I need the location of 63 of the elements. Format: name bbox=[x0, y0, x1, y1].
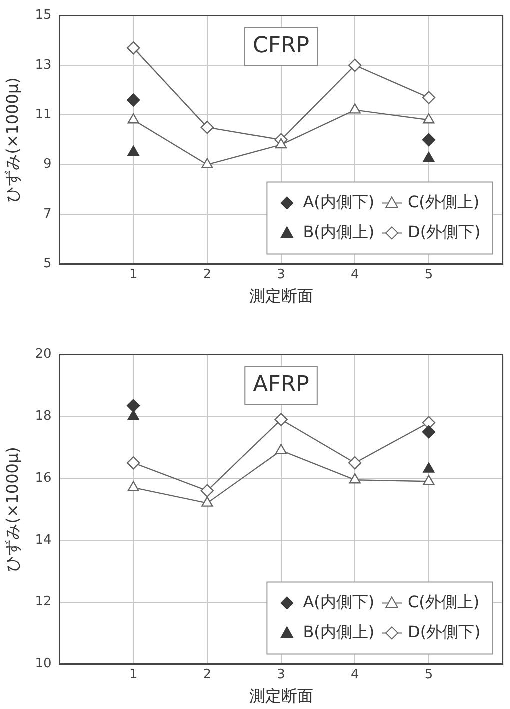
text: CFRP bbox=[252, 34, 310, 59]
point bbox=[128, 146, 140, 156]
x-tick-label: 5 bbox=[424, 267, 434, 282]
point bbox=[126, 41, 140, 55]
legend-label: D(外側下) bbox=[408, 622, 481, 642]
y-tick-label: 20 bbox=[35, 347, 52, 362]
point bbox=[275, 138, 288, 149]
point bbox=[126, 456, 140, 470]
point bbox=[202, 496, 214, 507]
y-tick-label: 12 bbox=[35, 594, 52, 610]
x-tick-label: 1 bbox=[129, 667, 138, 682]
legend-label: B(内側上) bbox=[303, 622, 375, 642]
legend-label: C(外側上) bbox=[408, 592, 480, 612]
point bbox=[275, 444, 288, 454]
y-tick-label: 9 bbox=[43, 157, 52, 172]
point bbox=[349, 104, 361, 114]
point bbox=[348, 58, 362, 72]
point bbox=[128, 410, 140, 420]
x-tick-label: 2 bbox=[203, 667, 212, 682]
y-tick-label: 13 bbox=[35, 58, 52, 73]
x-tick-label: 4 bbox=[350, 267, 360, 282]
point bbox=[423, 152, 435, 162]
point bbox=[423, 462, 435, 473]
x-tick-label: 2 bbox=[203, 267, 212, 282]
point bbox=[422, 416, 436, 430]
point bbox=[200, 120, 214, 134]
point bbox=[422, 133, 436, 147]
y-tick-label: 16 bbox=[35, 470, 52, 486]
point bbox=[200, 484, 214, 498]
point bbox=[274, 413, 288, 426]
point bbox=[423, 475, 435, 486]
x-axis-title: 測定断面 bbox=[249, 686, 314, 706]
x-tick-label: 3 bbox=[277, 267, 286, 282]
text: AFRP bbox=[253, 372, 310, 398]
y-tick-label: 11 bbox=[35, 108, 52, 123]
y-axis-title: ひずみ(×1000μ) bbox=[2, 78, 22, 202]
y-tick-label: 7 bbox=[43, 206, 52, 222]
legend-label: A(内側下) bbox=[303, 192, 375, 212]
point bbox=[422, 91, 436, 104]
legend-label: D(外側下) bbox=[408, 222, 481, 242]
point bbox=[128, 114, 140, 124]
point bbox=[422, 426, 436, 439]
point bbox=[128, 481, 140, 492]
point bbox=[202, 158, 214, 168]
legend-label: C(外側上) bbox=[408, 192, 480, 212]
legend-label: B(内側上) bbox=[303, 222, 375, 242]
x-tick-label: 1 bbox=[129, 267, 138, 282]
point bbox=[126, 399, 140, 412]
x-axis-title: 測定断面 bbox=[249, 286, 314, 306]
y-tick-label: 15 bbox=[35, 8, 52, 24]
y-tick-label: 10 bbox=[35, 656, 52, 672]
x-tick-label: 4 bbox=[350, 667, 360, 682]
point bbox=[126, 94, 140, 107]
y-axis-title: ひずみ(×1000μ) bbox=[2, 447, 22, 572]
y-tick-label: 18 bbox=[35, 409, 52, 424]
point bbox=[349, 474, 361, 484]
legend-label: A(内側下) bbox=[303, 592, 375, 612]
y-tick-label: 5 bbox=[43, 256, 52, 272]
x-tick-label: 3 bbox=[277, 667, 286, 682]
point bbox=[348, 456, 362, 470]
y-tick-label: 14 bbox=[35, 532, 52, 548]
point bbox=[423, 114, 435, 124]
x-tick-label: 5 bbox=[424, 667, 434, 682]
